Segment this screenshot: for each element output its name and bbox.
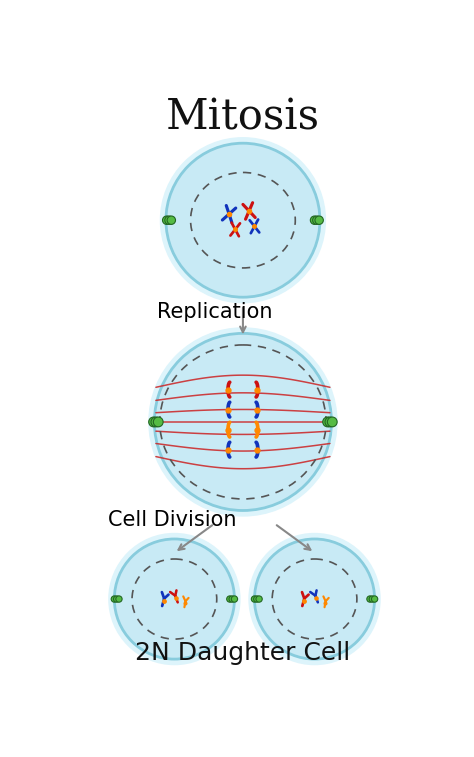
Circle shape bbox=[323, 417, 333, 427]
Circle shape bbox=[163, 216, 171, 224]
Circle shape bbox=[114, 539, 235, 659]
Circle shape bbox=[310, 216, 319, 224]
Circle shape bbox=[325, 417, 335, 427]
Circle shape bbox=[116, 596, 122, 602]
Circle shape bbox=[113, 596, 120, 602]
Circle shape bbox=[315, 216, 323, 224]
Circle shape bbox=[111, 596, 118, 602]
Text: Replication: Replication bbox=[157, 302, 272, 322]
Circle shape bbox=[251, 596, 258, 602]
Circle shape bbox=[255, 539, 374, 659]
Circle shape bbox=[160, 137, 326, 304]
Circle shape bbox=[166, 143, 320, 298]
Circle shape bbox=[367, 596, 373, 602]
Circle shape bbox=[248, 533, 381, 665]
Circle shape bbox=[256, 596, 262, 602]
Text: 2N Daughter Cell: 2N Daughter Cell bbox=[135, 641, 351, 665]
Circle shape bbox=[148, 327, 337, 516]
Circle shape bbox=[165, 216, 173, 224]
Circle shape bbox=[108, 533, 241, 665]
Circle shape bbox=[227, 596, 233, 602]
Circle shape bbox=[372, 596, 378, 602]
Circle shape bbox=[167, 216, 175, 224]
Circle shape bbox=[369, 596, 375, 602]
Circle shape bbox=[153, 417, 163, 427]
Circle shape bbox=[328, 417, 337, 427]
Circle shape bbox=[313, 216, 321, 224]
Circle shape bbox=[155, 333, 331, 510]
Circle shape bbox=[229, 596, 235, 602]
Circle shape bbox=[254, 596, 260, 602]
Text: Mitosis: Mitosis bbox=[166, 97, 320, 139]
Text: Cell Division: Cell Division bbox=[108, 510, 237, 531]
Circle shape bbox=[151, 417, 161, 427]
Circle shape bbox=[231, 596, 237, 602]
Circle shape bbox=[149, 417, 158, 427]
